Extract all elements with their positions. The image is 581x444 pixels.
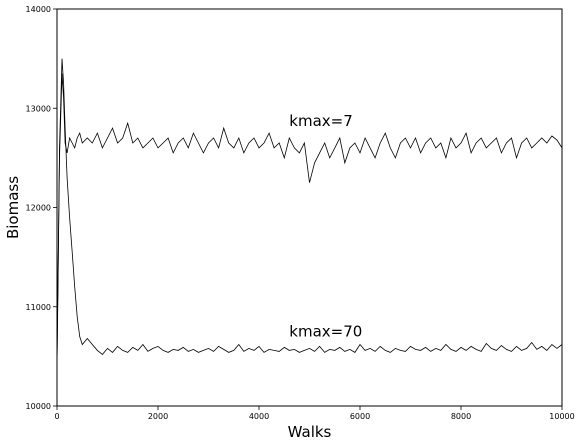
y-tick-label: 10000 [26, 402, 51, 411]
y-axis-ticks: 10000 11000 12000 13000 14000 [26, 5, 57, 411]
y-tick-label: 14000 [26, 5, 51, 14]
x-tick-label: 0 [54, 412, 59, 421]
annotation-kmax-7: kmax=7 [289, 112, 352, 130]
x-tick-label: 10000 [549, 412, 574, 421]
annotation-kmax-70: kmax=70 [289, 323, 362, 341]
y-axis-label: Biomass [4, 176, 22, 239]
series-line-0 [56, 73, 563, 367]
x-axis-label: Walks [288, 423, 332, 441]
series-line-1 [56, 58, 563, 367]
y-tick-label: 11000 [26, 303, 51, 312]
y-tick-label: 12000 [26, 204, 51, 213]
series-layer [56, 58, 563, 367]
y-tick-label: 13000 [26, 104, 51, 113]
x-tick-label: 2000 [148, 412, 168, 421]
x-tick-label: 6000 [350, 412, 370, 421]
x-tick-label: 8000 [451, 412, 471, 421]
x-tick-label: 4000 [249, 412, 269, 421]
x-axis-ticks: 0 2000 4000 6000 8000 10000 [54, 406, 575, 421]
